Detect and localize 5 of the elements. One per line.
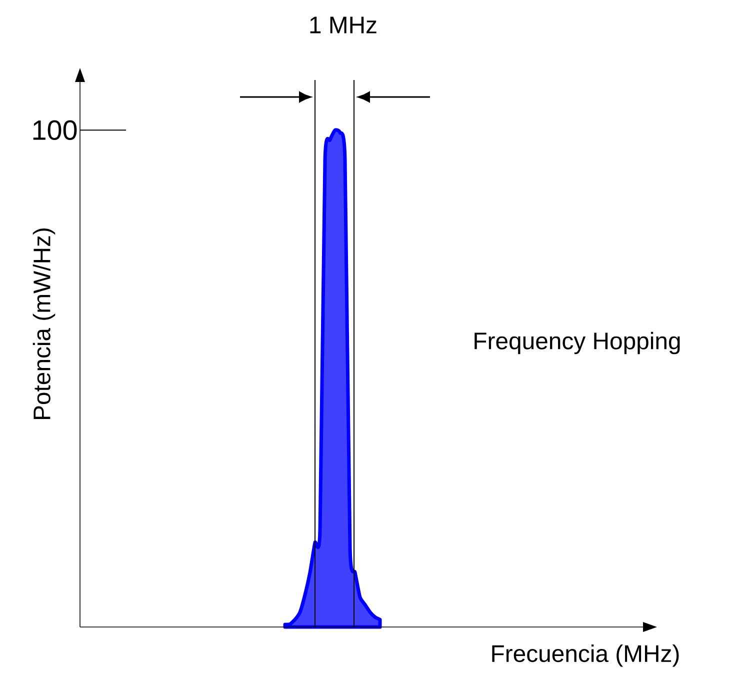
annotation: Frequency Hopping: [474, 332, 680, 354]
x-axis-title: Frecuencia (MHz): [492, 644, 679, 667]
text: 1 MHz: [310, 16, 376, 34]
y-axis-title: Potencia (mW/Hz): [32, 228, 56, 420]
text: 100: [33, 120, 77, 140]
